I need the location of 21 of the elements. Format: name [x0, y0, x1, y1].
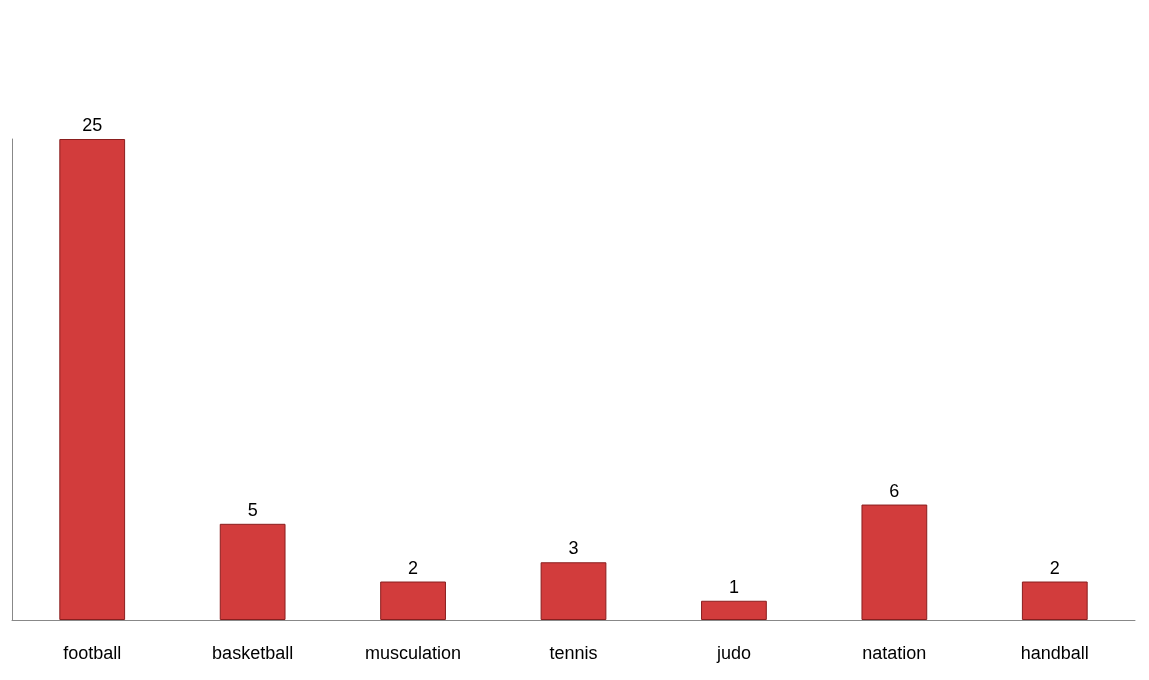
bar — [219, 523, 286, 620]
data-label: 25 — [82, 115, 103, 135]
x-tick-label: basketball — [212, 643, 294, 663]
data-label: 6 — [889, 480, 900, 501]
x-tick-label: handball — [1020, 643, 1089, 663]
data-label: 2 — [1049, 557, 1060, 578]
bar — [1021, 581, 1088, 620]
x-tick-label: musculation — [365, 643, 462, 663]
data-label: 1 — [728, 576, 739, 597]
bar — [861, 504, 928, 620]
bar — [540, 562, 607, 620]
data-label: 2 — [408, 557, 419, 578]
bar — [701, 600, 767, 620]
x-tick-label: football — [63, 643, 122, 663]
x-tick-label: natation — [862, 643, 927, 663]
data-label: 5 — [247, 499, 258, 520]
x-tick-label: judo — [715, 643, 751, 663]
data-label: 3 — [568, 538, 579, 559]
x-tick-label: tennis — [549, 643, 598, 663]
bar — [380, 581, 446, 620]
bar — [59, 139, 126, 620]
